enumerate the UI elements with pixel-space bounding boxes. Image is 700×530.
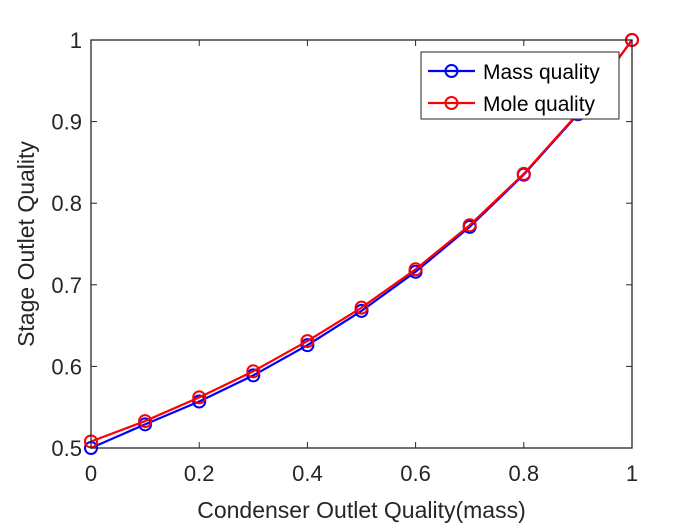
legend-mole-label: Mole quality bbox=[483, 93, 596, 116]
legend-mass-marker bbox=[444, 64, 459, 78]
x-tick-label: 0.6 bbox=[400, 461, 431, 486]
axes-box bbox=[90, 39, 633, 449]
x-tick-label: 0 bbox=[85, 461, 97, 486]
data-point bbox=[192, 394, 207, 409]
x-tick-label: 1 bbox=[626, 461, 638, 486]
data-point bbox=[462, 218, 477, 233]
data-point bbox=[300, 334, 315, 349]
data-point bbox=[246, 364, 261, 379]
data-point bbox=[408, 262, 423, 277]
legend-mole-marker bbox=[444, 96, 459, 110]
y-tick-label: 0.8 bbox=[51, 191, 82, 216]
series-layer bbox=[84, 33, 639, 455]
series-mole-quality bbox=[84, 33, 639, 449]
y-tick-label: 0.7 bbox=[51, 273, 82, 298]
x-axis-label: Condenser Outlet Quality(mass) bbox=[197, 497, 526, 523]
y-tick-label: 0.6 bbox=[51, 354, 82, 379]
y-axis-label: Stage Outlet Quality bbox=[13, 141, 39, 347]
data-point bbox=[192, 390, 207, 405]
y-tick-label: 1 bbox=[70, 28, 82, 53]
x-tick-label: 0.8 bbox=[509, 461, 540, 486]
data-point bbox=[354, 300, 369, 315]
y-tick-label: 0.5 bbox=[51, 436, 82, 461]
legend-box bbox=[420, 51, 620, 120]
x-tick-label: 0.2 bbox=[184, 461, 215, 486]
legend-mass-label: Mass quality bbox=[483, 61, 600, 84]
data-point bbox=[516, 166, 531, 181]
ticks-layer: 0 0.2 0.4 0.6 0.8 1 0.5 0.6 0.7 0.8 0.9 1 bbox=[51, 28, 638, 486]
y-tick-label: 0.9 bbox=[51, 110, 82, 135]
legend: Mass quality Mole quality bbox=[420, 51, 620, 120]
data-point bbox=[138, 414, 153, 429]
x-tick-label: 0.4 bbox=[292, 461, 323, 486]
series-line bbox=[90, 39, 633, 443]
